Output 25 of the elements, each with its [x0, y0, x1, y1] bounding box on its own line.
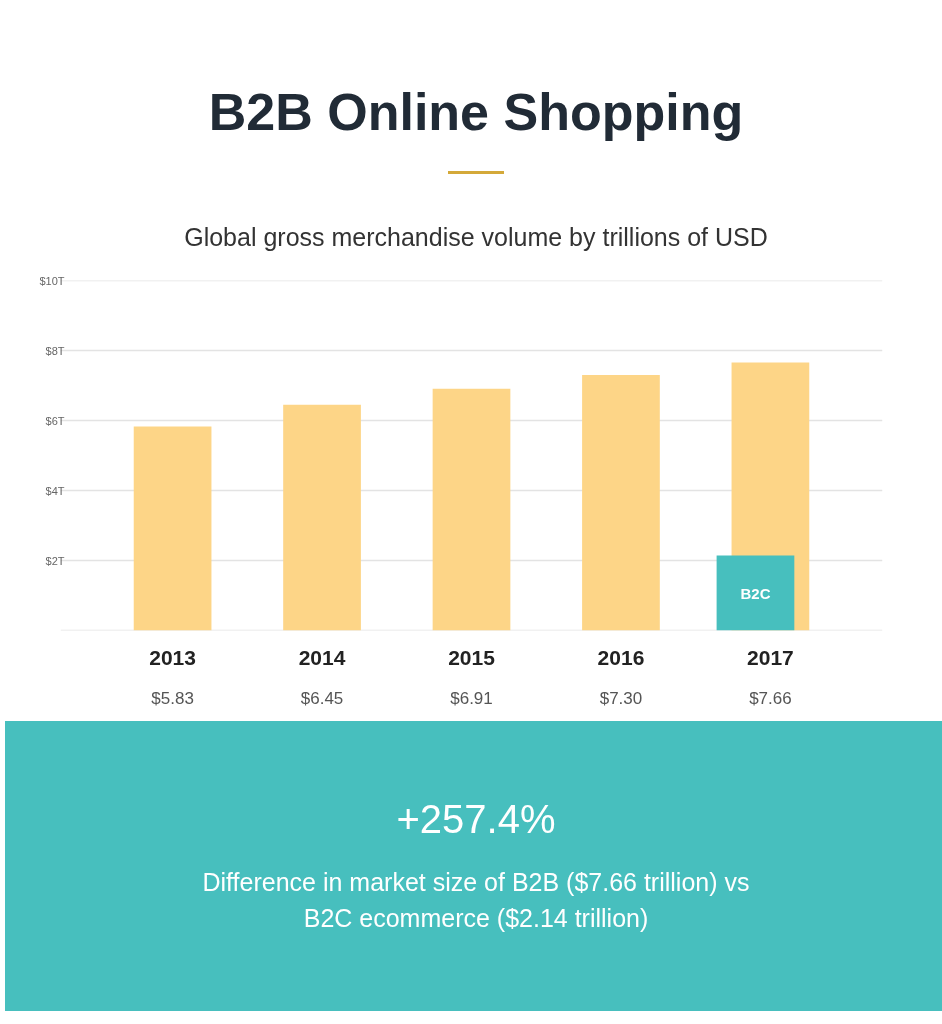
x-tick-label: 2013: [149, 645, 196, 669]
bar: [133, 426, 212, 631]
chart-title: B2B Online Shopping: [207, 82, 745, 143]
y-tick-label: $6T: [45, 414, 65, 427]
chart-subtitle: Global gross merchandise volume by trillions of USD: [183, 222, 769, 254]
x-tick-label: 2015: [448, 645, 496, 669]
data-label: $6.91: [450, 689, 493, 708]
y-tick-label: $10T: [39, 274, 65, 287]
data-label: $7.30: [599, 689, 643, 708]
data-label: $5.83: [151, 689, 194, 708]
data-label: $6.45: [300, 689, 344, 708]
text: +257.4%: [395, 796, 557, 843]
y-tick-label: $4T: [45, 484, 65, 497]
x-tick-label: 2017: [747, 645, 794, 669]
series-label: B2C: [740, 584, 771, 602]
data-label: $7.66: [749, 689, 792, 708]
x-tick-label: 2014: [298, 645, 346, 669]
bar: [716, 555, 795, 631]
text: Difference in market size of B2B ($7.66 trillion) vs B2C ecommerce ($2.14 trillion): [201, 867, 751, 935]
y-tick-label: $8T: [45, 344, 65, 357]
x-tick-label: 2016: [597, 645, 645, 669]
bar: [582, 375, 660, 631]
y-tick-label: $2T: [45, 554, 65, 567]
bar: [432, 388, 511, 631]
bar: [283, 404, 361, 631]
